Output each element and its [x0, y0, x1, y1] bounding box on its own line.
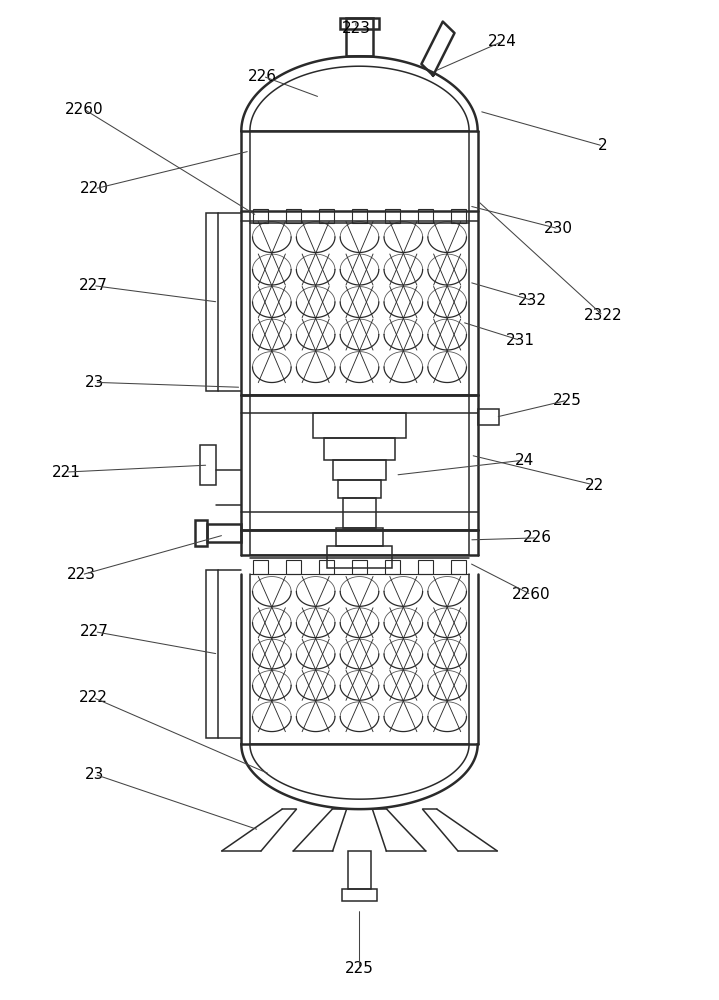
Text: 2260: 2260	[512, 587, 551, 602]
Text: 220: 220	[80, 181, 109, 196]
Bar	[286, 560, 301, 574]
Bar	[385, 560, 400, 574]
Bar	[324, 438, 395, 460]
Text: 224: 224	[488, 34, 517, 49]
Text: 227: 227	[78, 278, 108, 293]
Text: 2322: 2322	[584, 308, 623, 323]
Bar	[254, 209, 267, 223]
Bar	[327, 546, 392, 568]
Text: 223: 223	[67, 567, 96, 582]
Bar	[352, 209, 367, 223]
Text: 23: 23	[85, 767, 104, 782]
Bar	[201, 445, 216, 485]
Bar	[452, 209, 465, 223]
Bar	[477, 409, 499, 425]
Bar	[206, 213, 219, 391]
Bar	[342, 889, 377, 901]
Bar	[452, 560, 465, 574]
Bar	[286, 209, 301, 223]
Text: 232: 232	[518, 293, 547, 308]
Text: 225: 225	[553, 393, 582, 408]
Text: 2260: 2260	[65, 102, 103, 117]
Bar	[207, 524, 242, 542]
Bar	[206, 570, 219, 738]
Bar	[418, 560, 433, 574]
Bar	[348, 851, 371, 889]
Bar	[344, 498, 375, 528]
Text: 226: 226	[248, 69, 278, 84]
Bar	[313, 413, 406, 438]
Bar	[254, 560, 267, 574]
Bar	[346, 18, 373, 56]
Text: 230: 230	[544, 221, 573, 236]
Bar	[338, 480, 381, 498]
Bar	[336, 528, 383, 546]
Text: 223: 223	[342, 21, 370, 36]
Text: 225: 225	[345, 961, 374, 976]
Bar	[319, 209, 334, 223]
Bar	[352, 560, 367, 574]
Bar	[418, 209, 433, 223]
Bar	[385, 209, 400, 223]
Text: 226: 226	[523, 530, 551, 545]
Bar	[319, 560, 334, 574]
Text: 22: 22	[585, 478, 604, 493]
Text: 221: 221	[52, 465, 81, 480]
Text: 222: 222	[78, 690, 108, 705]
Bar	[333, 460, 386, 480]
Bar	[196, 520, 207, 546]
Text: 24: 24	[515, 453, 533, 468]
Text: 23: 23	[85, 375, 104, 390]
Text: 227: 227	[80, 624, 109, 639]
Text: 231: 231	[506, 333, 535, 348]
Bar	[340, 18, 379, 29]
Text: 2: 2	[598, 138, 608, 153]
